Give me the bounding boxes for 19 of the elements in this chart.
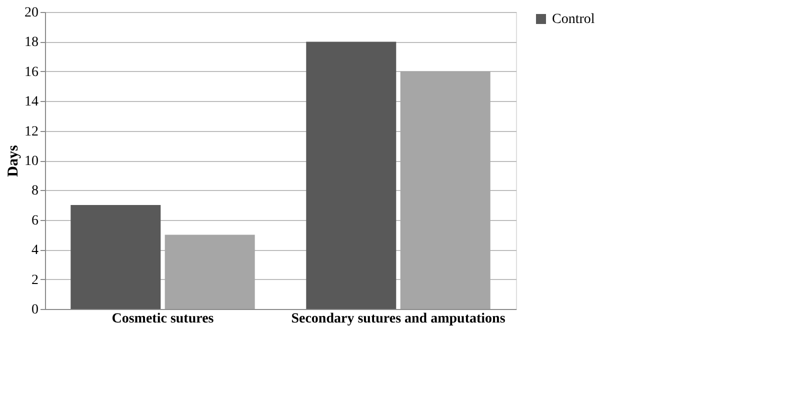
legend-label: Control [552, 12, 595, 27]
x-tick-label: Secondary sutures and amputations [291, 312, 506, 326]
x-tick-label: Cosmetic sutures [112, 312, 214, 326]
y-tick-label: 16 [24, 64, 38, 80]
bar [70, 205, 161, 309]
y-tick-label: 8 [32, 184, 38, 199]
y-tick-label: 18 [24, 35, 38, 50]
y-tick-label: 10 [24, 154, 38, 169]
y-tick-label: 4 [32, 243, 38, 258]
y-tick-label: 14 [24, 94, 38, 110]
y-tick-label: 12 [24, 124, 38, 140]
y-tick-label: 6 [32, 213, 38, 228]
y-tick-label: 0 [32, 302, 38, 318]
y-tick-label: 2 [32, 272, 38, 288]
y-axis-title: Days [6, 145, 22, 177]
bar [164, 234, 255, 309]
y-tick-label: 20 [24, 6, 38, 20]
bar [306, 42, 396, 309]
bar [400, 71, 490, 309]
